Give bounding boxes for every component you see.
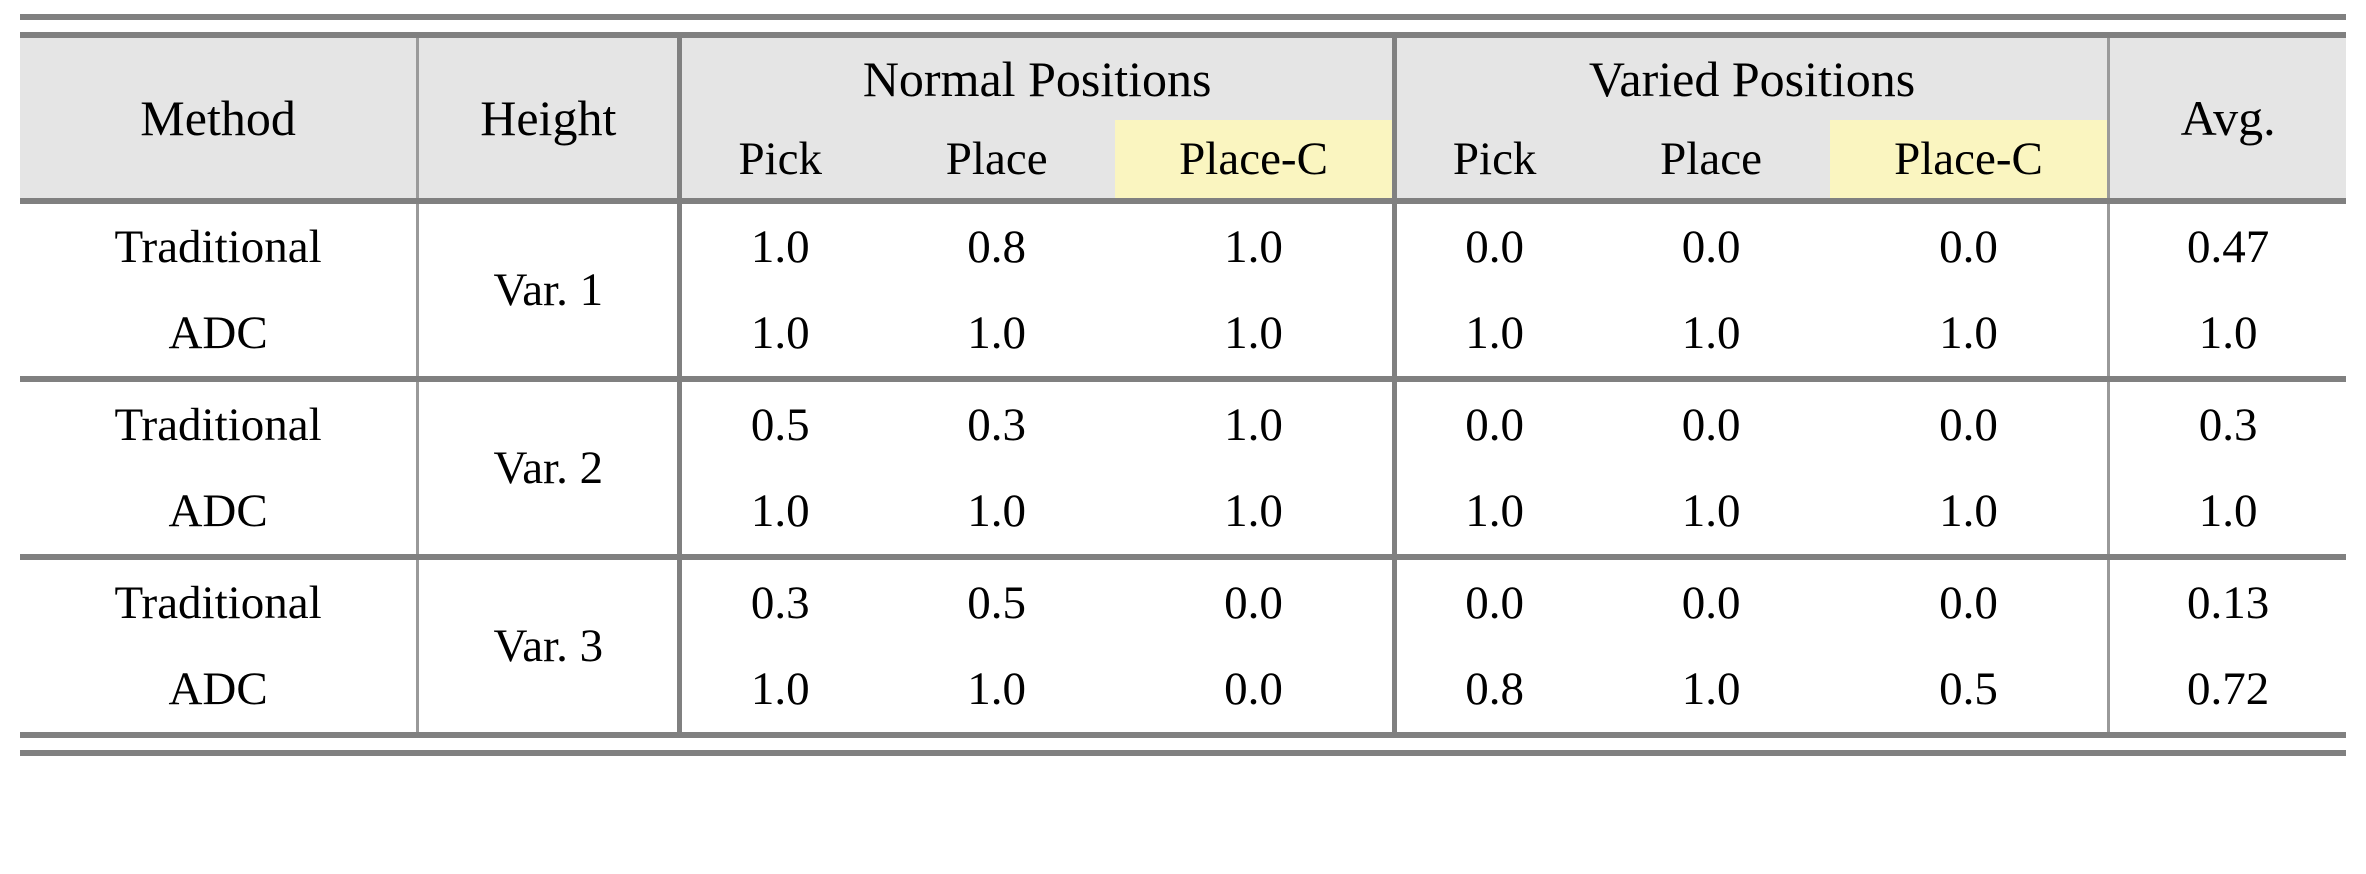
column-header-normal-place-c: Place-C [1115,120,1397,201]
cell-avg: 0.72 [2108,646,2346,732]
cell-normal-place-c: 1.0 [1115,376,1397,468]
table-row: ADC 1.0 1.0 1.0 1.0 1.0 1.0 1.0 [20,468,2346,557]
column-header-varied-pick: Pick [1394,120,1593,201]
cell-normal-pick: 1.0 [679,290,879,379]
cell-height: Var. 2 [417,376,683,557]
cell-normal-pick: 1.0 [679,198,879,290]
header-row-subcolumns: Pick Place Place-C Pick Place Place-C [20,120,2346,201]
cell-method: Traditional [20,198,420,290]
cell-normal-place: 1.0 [878,646,1116,732]
header-row-groups: Method Height Normal Positions Varied Po… [20,38,2346,201]
cell-varied-place-c: 0.0 [1829,376,2111,468]
results-table: Method Height Normal Positions Varied Po… [20,38,2346,732]
cell-height: Var. 3 [417,554,683,732]
cell-normal-place: 0.3 [878,376,1116,468]
cell-varied-place-c: 0.5 [1829,646,2111,732]
cell-normal-place-c: 1.0 [1115,468,1397,557]
cell-varied-place-c: 1.0 [1829,468,2111,557]
cell-varied-place: 1.0 [1592,468,1830,557]
table-bottom-rule-outer [20,750,2346,756]
table-rule-gap [20,20,2346,32]
column-header-varied-place-c: Place-C [1829,120,2111,201]
table-row: Traditional Var. 3 0.3 0.5 0.0 0.0 0.0 0… [20,554,2346,732]
cell-method: Traditional [20,376,420,468]
column-header-avg: Avg. [2108,38,2346,201]
cell-avg: 1.0 [2108,290,2346,379]
cell-avg: 1.0 [2108,468,2346,557]
cell-normal-pick: 1.0 [679,468,879,557]
cell-avg: 0.13 [2108,554,2346,646]
table-row: ADC 1.0 1.0 1.0 1.0 1.0 1.0 1.0 [20,290,2346,379]
table-row: Traditional Var. 2 0.5 0.3 1.0 0.0 0.0 0… [20,376,2346,557]
cell-normal-pick: 1.0 [679,646,879,732]
cell-normal-place-c: 0.0 [1115,554,1397,646]
cell-varied-place: 0.0 [1592,554,1830,646]
cell-normal-place: 1.0 [878,290,1116,379]
cell-method: ADC [20,468,420,557]
cell-varied-place-c: 0.0 [1829,554,2111,646]
cell-avg: 0.47 [2108,198,2346,290]
column-header-normal-pick: Pick [679,120,879,201]
cell-varied-pick: 0.0 [1394,198,1593,290]
cell-method: Traditional [20,554,420,646]
table-top-rule-inner [20,32,2346,38]
cell-varied-pick: 1.0 [1394,290,1593,379]
column-header-normal-place: Place [878,120,1116,201]
cell-varied-pick: 1.0 [1394,468,1593,557]
column-header-height: Height [417,38,683,201]
cell-varied-place: 1.0 [1592,290,1830,379]
cell-method: ADC [20,646,420,732]
cell-varied-place: 1.0 [1592,646,1830,732]
column-header-method: Method [20,38,420,201]
table-row: ADC 1.0 1.0 0.0 0.8 1.0 0.5 0.72 [20,646,2346,732]
column-group-header-normal-positions: Normal Positions [679,38,1397,120]
table-header: Method Height Normal Positions Varied Po… [20,38,2346,201]
cell-varied-place-c: 0.0 [1829,198,2111,290]
cell-varied-pick: 0.0 [1394,554,1593,646]
cell-varied-pick: 0.0 [1394,376,1593,468]
column-header-varied-place: Place [1592,120,1830,201]
cell-normal-place: 1.0 [878,468,1116,557]
table-body: Traditional Var. 1 1.0 0.8 1.0 0.0 0.0 0… [20,198,2346,732]
column-group-header-varied-positions: Varied Positions [1394,38,2111,120]
cell-normal-pick: 0.5 [679,376,879,468]
cell-normal-place: 0.5 [878,554,1116,646]
cell-varied-place-c: 1.0 [1829,290,2111,379]
cell-normal-pick: 0.3 [679,554,879,646]
table-row: Traditional Var. 1 1.0 0.8 1.0 0.0 0.0 0… [20,198,2346,379]
results-table-figure: Method Height Normal Positions Varied Po… [0,14,2366,874]
cell-method: ADC [20,290,420,379]
table-rule-gap-bottom [20,738,2346,750]
cell-varied-place: 0.0 [1592,198,1830,290]
table-top-rule-outer [20,14,2346,20]
cell-normal-place: 0.8 [878,198,1116,290]
cell-height: Var. 1 [417,198,683,379]
cell-varied-place: 0.0 [1592,376,1830,468]
cell-normal-place-c: 1.0 [1115,290,1397,379]
cell-avg: 0.3 [2108,376,2346,468]
cell-normal-place-c: 1.0 [1115,198,1397,290]
cell-normal-place-c: 0.0 [1115,646,1397,732]
table-bottom-rule-inner [20,732,2346,738]
cell-varied-pick: 0.8 [1394,646,1593,732]
